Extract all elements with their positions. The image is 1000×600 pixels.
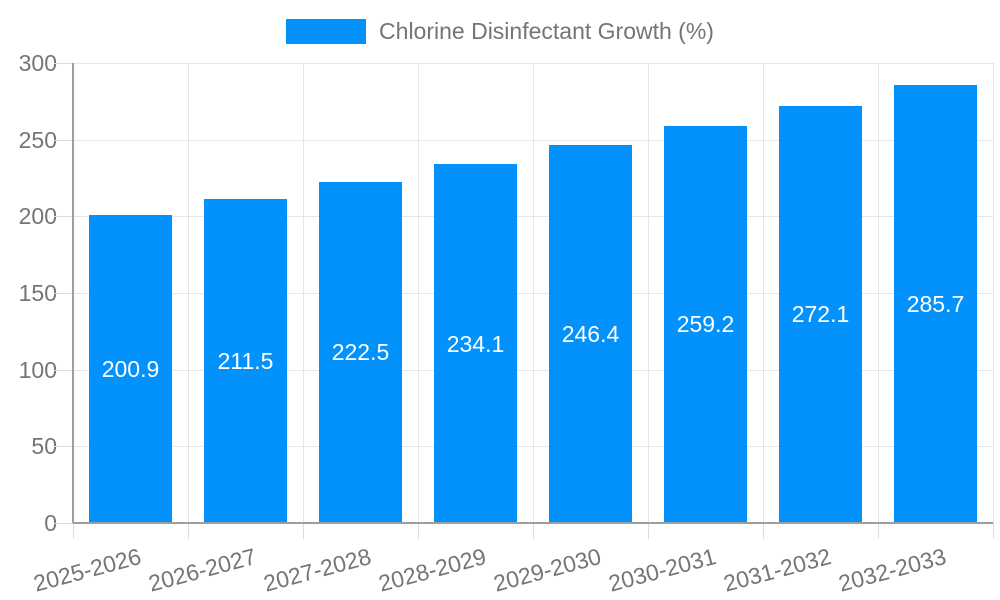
bar-value-label: 285.7 bbox=[906, 290, 965, 317]
legend[interactable]: Chlorine Disinfectant Growth (%) bbox=[0, 19, 1000, 44]
x-tick-label: 2028-2029 bbox=[375, 543, 489, 597]
gridline-vertical bbox=[878, 63, 879, 523]
x-axis-tick bbox=[763, 523, 764, 539]
bar-2031-2032[interactable]: 272.1 bbox=[779, 105, 862, 523]
x-axis-tick bbox=[418, 523, 419, 539]
y-tick-label: 100 bbox=[18, 356, 57, 383]
y-tick-label: 250 bbox=[18, 126, 57, 153]
bar-value-label: 211.5 bbox=[217, 347, 274, 374]
bar-2029-2030[interactable]: 246.4 bbox=[549, 145, 632, 523]
bar-2025-2026[interactable]: 200.9 bbox=[89, 214, 172, 523]
x-tick-label: 2029-2030 bbox=[490, 543, 604, 597]
x-tick-label: 2027-2028 bbox=[260, 543, 374, 597]
x-axis-tick bbox=[73, 523, 74, 539]
y-tick-label: 300 bbox=[18, 50, 57, 76]
gridline-vertical bbox=[188, 63, 189, 523]
gridline-vertical bbox=[533, 63, 534, 523]
y-axis-tick bbox=[54, 446, 73, 448]
bar-2030-2031[interactable]: 259.2 bbox=[664, 125, 747, 523]
y-axis-tick bbox=[54, 216, 73, 218]
gridline-vertical bbox=[763, 63, 764, 523]
bar-2026-2027[interactable]: 211.5 bbox=[204, 198, 287, 523]
x-tick-label: 2031-2032 bbox=[720, 543, 834, 597]
bar-value-label: 259.2 bbox=[676, 311, 735, 338]
x-axis-tick bbox=[878, 523, 879, 539]
bar-value-label: 246.4 bbox=[561, 321, 620, 348]
x-axis-tick bbox=[993, 523, 994, 539]
x-axis-tick bbox=[648, 523, 649, 539]
x-tick-label: 2030-2031 bbox=[605, 543, 719, 597]
bar-2032-2033[interactable]: 285.7 bbox=[894, 84, 977, 523]
bar-value-label: 222.5 bbox=[331, 339, 390, 366]
gridline-vertical bbox=[993, 63, 994, 523]
x-tick-label: 2026-2027 bbox=[145, 543, 259, 597]
y-axis-tick bbox=[54, 369, 73, 371]
y-axis-tick bbox=[54, 523, 73, 524]
bar-value-label: 272.1 bbox=[791, 301, 850, 328]
y-axis-tick bbox=[54, 63, 73, 64]
legend-label: Chlorine Disinfectant Growth (%) bbox=[379, 18, 714, 44]
bar-2027-2028[interactable]: 222.5 bbox=[319, 181, 402, 523]
y-axis-tick bbox=[54, 293, 73, 294]
gridline-vertical bbox=[648, 63, 649, 523]
x-axis-tick bbox=[533, 523, 534, 539]
y-axis-line bbox=[72, 63, 74, 523]
bar-value-label: 234.1 bbox=[446, 330, 505, 357]
plot-area: 200.9 211.5 222.5 234.1 246.4 259.2 272.1 285.7 bbox=[54, 63, 994, 539]
bar-2028-2029[interactable]: 234.1 bbox=[434, 164, 517, 523]
x-tick-label: 2032-2033 bbox=[835, 543, 949, 597]
y-tick-label: 200 bbox=[18, 203, 57, 230]
gridline-vertical bbox=[303, 63, 304, 523]
x-tick-label: 2025-2026 bbox=[30, 543, 144, 597]
y-tick-label: 0 bbox=[44, 510, 57, 536]
x-axis-line bbox=[73, 522, 993, 524]
gridline-vertical bbox=[418, 63, 419, 523]
legend-swatch-icon bbox=[286, 19, 367, 44]
x-axis-tick bbox=[188, 523, 189, 539]
bar-value-label: 200.9 bbox=[101, 355, 160, 382]
x-axis-tick bbox=[303, 523, 304, 539]
y-tick-label: 50 bbox=[31, 433, 57, 460]
y-axis-tick bbox=[54, 139, 73, 141]
y-tick-label: 150 bbox=[18, 280, 57, 306]
